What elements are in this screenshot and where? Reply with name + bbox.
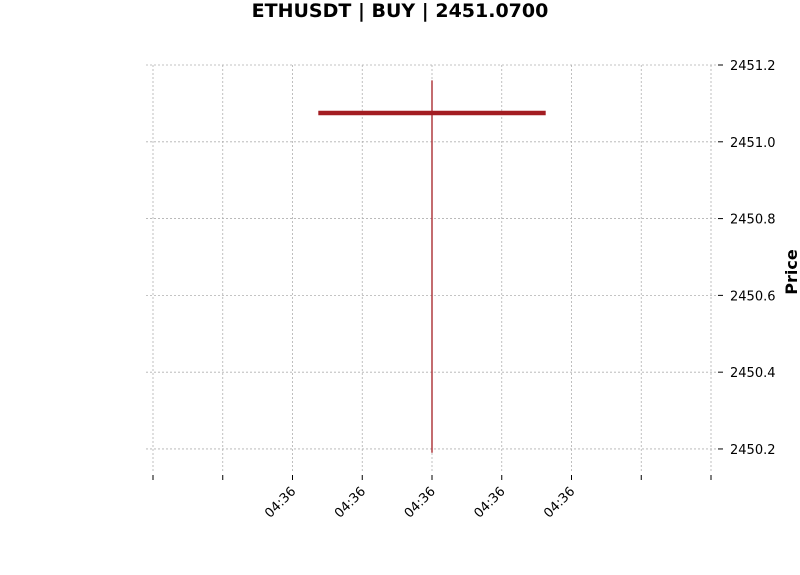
y-tick-label: 2450.6 xyxy=(730,289,776,304)
x-tick-label: 04:36 xyxy=(262,484,299,521)
y-tick-label: 2450.8 xyxy=(730,213,776,228)
x-axis: 04:36 04:36 04:36 04:36 04:36 xyxy=(152,475,712,521)
x-tick-label: 04:36 xyxy=(402,484,439,521)
y-tick-label: 2450.2 xyxy=(730,443,776,458)
candle-body xyxy=(318,110,546,116)
x-tick-label: 04:36 xyxy=(332,484,369,521)
x-tick-label: 04:36 xyxy=(541,484,578,521)
chart-title: ETHUSDT | BUY | 2451.0700 xyxy=(252,0,549,22)
y-axis: 2450.2 2450.4 2450.6 2450.8 2451.0 2451.2 xyxy=(718,59,776,458)
y-tick-label: 2450.4 xyxy=(730,366,776,381)
y-tick-label: 2451.0 xyxy=(730,136,776,151)
y-tick-label: 2451.2 xyxy=(730,59,776,74)
candles xyxy=(318,80,546,453)
x-tick-label: 04:36 xyxy=(471,484,508,521)
y-axis-label: Price xyxy=(782,249,800,295)
